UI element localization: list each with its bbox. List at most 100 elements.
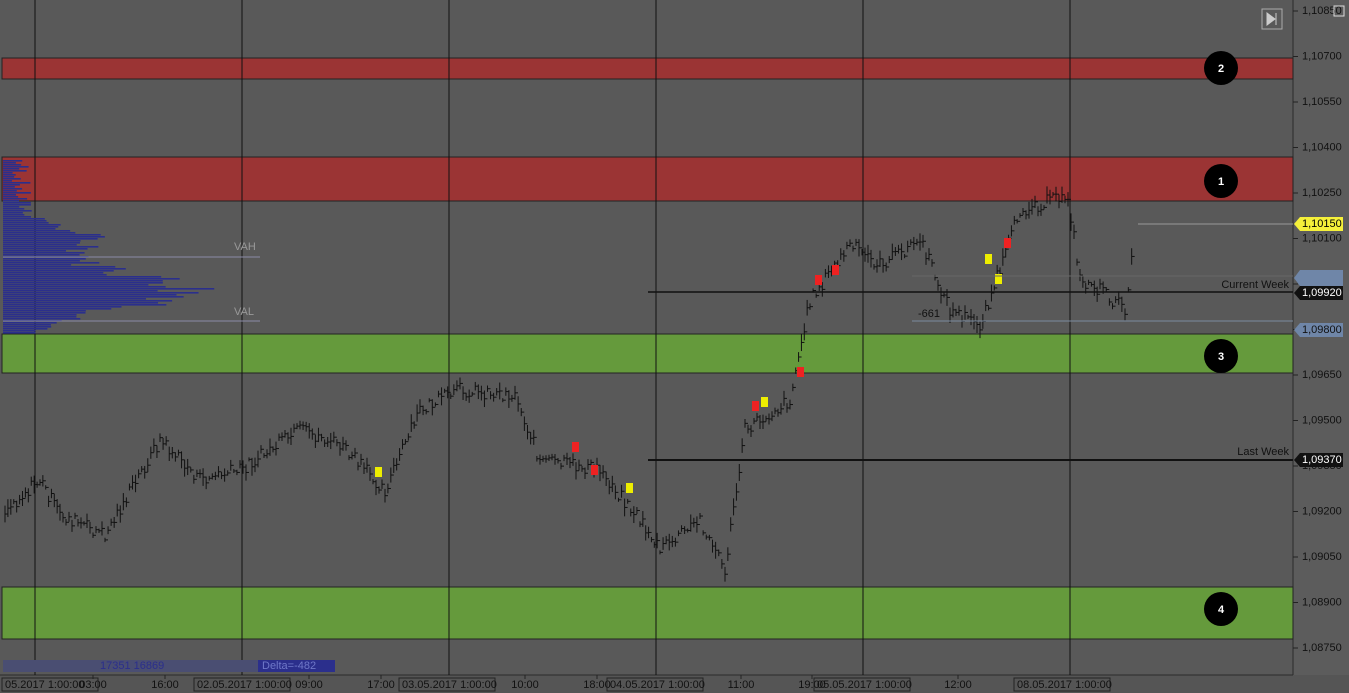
volume-cluster: [1004, 238, 1011, 248]
volume-profile-bar: [3, 172, 13, 174]
time-label: 03:00: [79, 679, 107, 691]
volume-profile-bar: [3, 240, 81, 242]
volume-profile-bar: [3, 176, 15, 178]
volume-profile-bar: [3, 212, 23, 214]
volume-cluster: [572, 442, 579, 452]
volume-profile-bar: [3, 316, 77, 318]
volume-profile-bar: [3, 164, 22, 166]
date-label: 04.05.2017 1:00:00: [610, 679, 705, 691]
volume-profile-bar: [3, 274, 107, 276]
time-label: 12:00: [944, 679, 972, 691]
volume-profile-bar: [3, 166, 29, 168]
volume-profile-bar: [3, 226, 59, 228]
volume-profile-bar: [3, 294, 177, 296]
volume-profile-bar: [3, 312, 86, 314]
price-label: 1,10550: [1302, 96, 1342, 108]
value-area-tag: [1294, 270, 1343, 286]
zone: [1, 586, 1294, 640]
price-tag-label: 1,09920: [1302, 287, 1342, 299]
date-label: 05.2017 1:00:00: [5, 679, 85, 691]
volume-profile-bar: [3, 174, 16, 176]
date-tag: [606, 677, 704, 692]
volume-profile-bar: [3, 216, 32, 218]
volume-profile-bar: [3, 304, 167, 306]
volume-profile-bar: [3, 208, 25, 210]
volume-profile-bar: [3, 214, 25, 216]
volume-profile-bar: [3, 264, 72, 266]
volume-profile-bar: [3, 298, 146, 300]
date-tag: [193, 677, 291, 692]
volume-profile-bar: [3, 230, 71, 232]
volume-profile-bar: [3, 268, 126, 270]
volume-profile-bar: [3, 162, 16, 164]
price-label: 1,10400: [1302, 141, 1342, 153]
volume-profile-bar: [3, 252, 85, 254]
delta-strip: [258, 660, 335, 672]
volume-cluster: [626, 483, 633, 493]
corner-button[interactable]: [1333, 5, 1345, 17]
time-label: 18:00: [583, 679, 611, 691]
volume-profile-bar: [3, 330, 36, 332]
price-axis-bg: [1293, 0, 1349, 675]
volume-profile-bar: [3, 250, 67, 252]
volume-summary: 17351 16869: [100, 660, 164, 672]
volume-profile-bar: [3, 278, 180, 280]
zone: [1, 57, 1294, 80]
price-tag-label: 1,09800: [1302, 324, 1342, 336]
delta-summary: Delta=-482: [262, 660, 316, 672]
volume-profile-bar: [3, 180, 13, 182]
time-label: 11:00: [728, 679, 755, 691]
volume-profile-bar: [3, 232, 76, 234]
volume-profile-bar: [3, 170, 27, 172]
volume-profile-bar: [3, 322, 57, 324]
volume-profile-bar: [3, 234, 101, 236]
volume-cluster: [375, 467, 382, 477]
volume-profile-bar: [3, 260, 80, 262]
date-tag: [1013, 677, 1111, 692]
time-label: 16:00: [151, 679, 179, 691]
time-label: 19:00: [798, 679, 826, 691]
date-tag: [398, 677, 496, 692]
price-label: 1,08750: [1302, 642, 1342, 654]
zone-label: 2: [1218, 63, 1224, 75]
volume-profile-bar: [3, 198, 28, 200]
zone: [1, 156, 1294, 202]
volume-cluster: [797, 367, 804, 377]
price-label: 1,09500: [1302, 414, 1342, 426]
delta-marker: -661: [918, 308, 940, 320]
volume-profile-bar: [3, 248, 88, 250]
zone-label: 1: [1218, 176, 1224, 188]
volume-profile-bar: [3, 276, 162, 278]
volume-cluster: [815, 275, 822, 285]
price-tag: [1294, 286, 1343, 300]
zone-badge: [1204, 339, 1238, 373]
price-tag-label: 1,09370: [1302, 454, 1342, 466]
scroll-end-button[interactable]: [1261, 8, 1283, 30]
volume-profile-bar: [3, 188, 23, 190]
date-label: 05.05.2017 1:00:00: [817, 679, 912, 691]
volume-profile-bar: [3, 206, 20, 208]
vah-label: VAH: [234, 241, 256, 253]
price-label: 1,08900: [1302, 596, 1342, 608]
price-tag-label: 1,10150: [1302, 218, 1342, 230]
volume-profile-bar: [3, 280, 163, 282]
date-label: 03.05.2017 1:00:00: [402, 679, 497, 691]
volume-profile-bar: [3, 200, 20, 202]
volume-profile-bar: [3, 246, 99, 248]
volume-cluster: [752, 401, 759, 411]
volume-profile-bar: [3, 300, 173, 302]
volume-profile-bar: [3, 310, 86, 312]
volume-profile-bar: [3, 302, 159, 304]
price-tag: [1294, 323, 1343, 337]
volume-profile-bar: [3, 270, 114, 272]
time-label: 17:00: [367, 679, 395, 691]
volume-profile-bar: [3, 238, 98, 240]
volume-profile-bar: [3, 236, 105, 238]
price-label: 1,09200: [1302, 505, 1342, 517]
volume-profile-bar: [3, 306, 122, 308]
volume-cluster: [591, 465, 598, 475]
volume-profile-bar: [3, 160, 23, 162]
volume-profile-bar: [3, 262, 100, 264]
volume-profile-bar: [3, 244, 77, 246]
